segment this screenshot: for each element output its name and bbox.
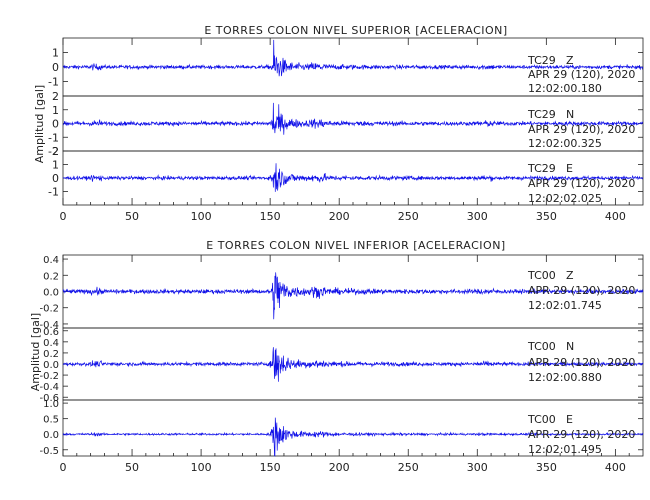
- bottom-trace-3: 1.00.50.0-0.5 TC00 E APR 29 (120), 2020 …: [39, 399, 644, 457]
- bottom-trace-3-time: 12:02:01.495: [528, 443, 602, 456]
- top-trace-1-date: APR 29 (120), 2020: [528, 68, 635, 81]
- bottom-trace-1-ytick-label: -0.2: [39, 304, 59, 315]
- bottom-panel-title: E TORRES COLON NIVEL INFERIOR [ACELERACI…: [206, 239, 505, 252]
- bottom-panel: E TORRES COLON NIVEL INFERIOR [ACELERACI…: [29, 239, 644, 474]
- top-trace-1-time: 12:02:00.180: [528, 82, 602, 95]
- bottom-trace-2-date: APR 29 (120), 2020: [528, 356, 635, 369]
- bottom-trace-1-date: APR 29 (120), 2020: [528, 284, 635, 297]
- top-trace-2-ytick-label: 0: [52, 118, 59, 131]
- top-trace-2-component: N: [566, 108, 574, 121]
- top-xtick-label: 200: [329, 210, 350, 223]
- top-xtick-label: 0: [60, 210, 67, 223]
- bottom-trace-1-station: TC00: [527, 269, 556, 282]
- bottom-trace-2-ytick-label: -0.4: [39, 382, 59, 393]
- top-trace-2-time: 12:02:00.325: [528, 137, 602, 150]
- top-trace-3-date: APR 29 (120), 2020: [528, 177, 635, 190]
- bottom-xtick-label: 0: [60, 461, 67, 474]
- top-trace-3-station: TC29: [527, 162, 556, 175]
- bottom-trace-1: 0.4 0.2 0.0 -0.2 -0.4 TC00 Z APR 29 (120), 2…: [39, 254, 644, 331]
- top-xtick-label: 300: [467, 210, 488, 223]
- bottom-trace-1-ytick-label: 0.2: [43, 271, 59, 282]
- bottom-trace-1-ytick-label: -0.4: [39, 320, 59, 331]
- top-panel: E TORRES COLON NIVEL SUPERIOR [ACELERACI…: [33, 24, 644, 223]
- top-panel-ylabel: Amplitud [gal]: [33, 85, 46, 163]
- bottom-trace-1-line: [62, 272, 644, 320]
- bottom-trace-1-ytick-label: 0.0: [43, 288, 59, 299]
- top-trace-1-ytick-label: 1: [52, 47, 59, 60]
- bottom-xtick-label: 200: [329, 461, 350, 474]
- bottom-xtick-label: 150: [260, 461, 281, 474]
- top-xtick-label: 350: [536, 210, 557, 223]
- top-xtick-label: 250: [398, 210, 419, 223]
- top-xtick-label: 100: [191, 210, 212, 223]
- bottom-trace-2-station: TC00: [527, 340, 556, 353]
- top-trace-2-station: TC29: [527, 108, 556, 121]
- bottom-trace-3-date: APR 29 (120), 2020: [528, 428, 635, 441]
- top-trace-2-ytick-label: -2: [48, 145, 59, 158]
- bottom-trace-2-time: 12:02:00.880: [528, 371, 602, 384]
- top-trace-3-ytick-label: -1: [48, 186, 59, 199]
- bottom-trace-2-ytick-label: 0.0: [43, 360, 59, 371]
- top-trace-3-line: [62, 163, 644, 192]
- top-trace-3: 210-1 TC29 E APR 29 (120), 2020 12:02:02…: [48, 145, 644, 206]
- bottom-panel-ylabel: Amplitud [gal]: [29, 313, 42, 391]
- bottom-trace-2-ytick-label: 0.4: [43, 338, 59, 349]
- top-trace-3-ytick-label: 1: [52, 159, 59, 172]
- bottom-trace-2: 0.60.40.20.0-0.2-0.4-0.6 TC00 N APR 29 (…: [39, 327, 644, 404]
- bottom-trace-2-line: [62, 347, 644, 382]
- bottom-trace-2-ytick-label: 0.2: [43, 349, 59, 360]
- top-xtick-label: 400: [605, 210, 626, 223]
- top-trace-3-ytick-label: 2: [52, 145, 59, 158]
- top-trace-1-station: TC29: [527, 54, 556, 67]
- top-x-axis: 0 50 100 150 200 250 300 350 400: [60, 38, 630, 223]
- bottom-trace-3-line: [62, 417, 644, 457]
- top-trace-2: 210-1-2 TC29 N APR 29 (120), 2020 12:02:…: [48, 90, 644, 158]
- top-trace-1-line: [62, 39, 644, 77]
- bottom-trace-1-component: Z: [566, 269, 574, 282]
- bottom-trace-2-ytick-label: -0.6: [39, 393, 59, 404]
- bottom-xtick-label: 250: [398, 461, 419, 474]
- bottom-trace-2-ytick-label: 0.6: [43, 327, 59, 338]
- bottom-trace-2-yticks: 0.60.40.20.0-0.2-0.4-0.6: [39, 327, 643, 404]
- top-trace-2-yticks: 210-1-2: [48, 90, 643, 158]
- top-trace-3-time: 12:02:02.025: [528, 192, 602, 205]
- bottom-trace-3-ytick-label: -0.5: [39, 446, 59, 457]
- bottom-trace-3-ytick-label: 0.0: [43, 430, 59, 441]
- bottom-trace-3-station: TC00: [527, 413, 556, 426]
- top-trace-1-ytick-label: -1: [48, 76, 59, 89]
- bottom-trace-2-ytick-label: -0.2: [39, 371, 59, 382]
- top-trace-1-ytick-label: 0: [52, 61, 59, 74]
- top-panel-title: E TORRES COLON NIVEL SUPERIOR [ACELERACI…: [204, 24, 507, 37]
- bottom-xtick-label: 100: [191, 461, 212, 474]
- top-trace-2-ytick-label: 1: [52, 104, 59, 117]
- bottom-trace-3-ytick-label: 0.5: [43, 415, 59, 426]
- top-xtick-label: 150: [260, 210, 281, 223]
- bottom-trace-1-time: 12:02:01.745: [528, 299, 602, 312]
- top-trace-2-date: APR 29 (120), 2020: [528, 123, 635, 136]
- bottom-trace-1-ytick-label: 0.4: [43, 255, 59, 266]
- top-trace-2-ytick-label: -1: [48, 131, 59, 144]
- top-trace-1: 10 -1 TC29 Z APR 29 (120), 2020 12:02:00.…: [48, 37, 644, 97]
- bottom-trace-3-component: E: [566, 413, 573, 426]
- top-trace-1-component: Z: [566, 54, 574, 67]
- bottom-trace-2-component: N: [566, 340, 574, 353]
- top-trace-2-ytick-label: 2: [52, 90, 59, 103]
- top-xtick-label: 50: [125, 210, 139, 223]
- top-trace-2-line: [62, 102, 644, 135]
- top-trace-3-component: E: [566, 162, 573, 175]
- bottom-xtick-label: 400: [605, 461, 626, 474]
- bottom-xtick-label: 50: [125, 461, 139, 474]
- bottom-xtick-label: 350: [536, 461, 557, 474]
- bottom-x-axis: 0 50 100 150 200 250 300 350 400: [60, 255, 630, 474]
- bottom-xtick-label: 300: [467, 461, 488, 474]
- bottom-trace-3-ytick-label: 1.0: [43, 399, 59, 410]
- top-trace-3-ytick-label: 0: [52, 172, 59, 185]
